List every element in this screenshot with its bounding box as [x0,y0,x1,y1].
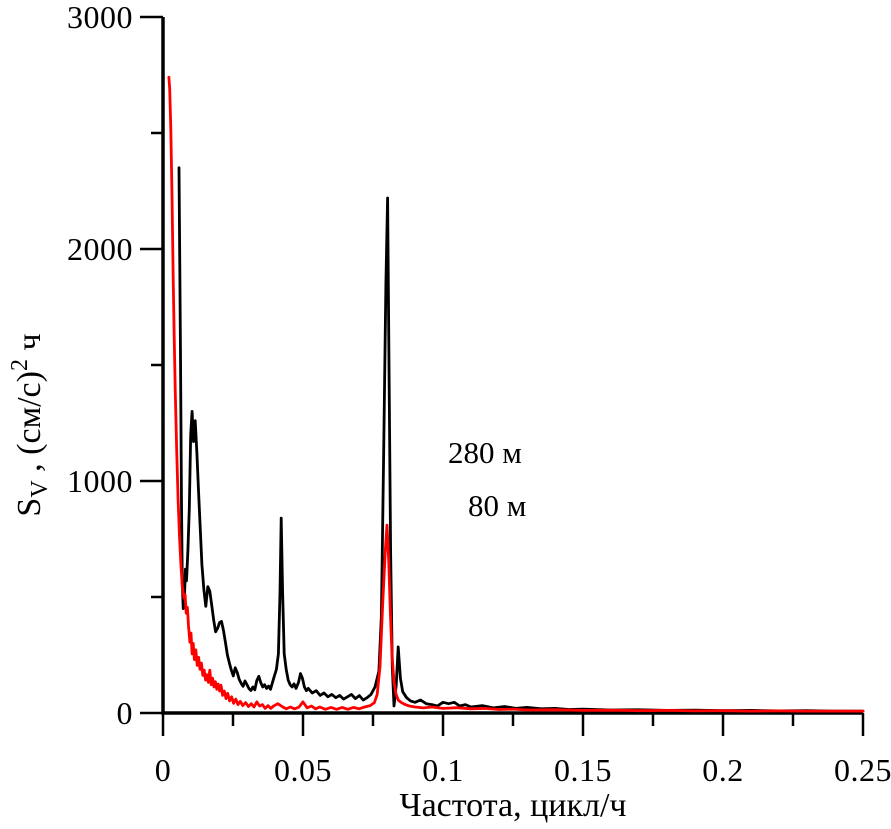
x-axis-tick-label: 0.2 [702,752,744,788]
y-axis-title-suffix: ч [11,333,48,359]
legend-label-80m: 80 м [468,488,526,523]
x-axis-tick-label: 0 [155,752,172,788]
y-axis-title-superscript: 2 [7,359,33,371]
y-axis-tick-label: 3000 [67,0,133,35]
axes: 0 0.05 0.1 0.15 0.2 0.25 0 1000 2000 3000 [67,0,891,788]
data-series [167,75,865,713]
legend-label-280m: 280 м [448,435,522,470]
y-axis-tick-label: 0 [117,695,134,731]
series-line-280m [177,166,865,713]
y-axis-tick-label: 2000 [67,231,133,267]
y-axis-title-subscript: V [27,480,53,498]
x-axis-tick-label: 0.15 [554,752,612,788]
x-axis-tick-label: 0.05 [274,752,332,788]
legend: 280 м 80 м [448,435,526,523]
series-line-80m [167,75,865,713]
x-axis-tick-label: 0.25 [834,752,891,788]
y-axis-tick-label: 1000 [67,463,133,499]
y-axis-title-units: , (см/с) [11,371,48,480]
y-axis-title: SV , (см/с)2 ч [7,333,53,516]
x-axis-title: Частота, цикл/ч [399,787,626,824]
y-axis-title-base: S [11,498,48,517]
axes-frame [161,17,863,715]
x-axis-tick-label: 0.1 [422,752,464,788]
